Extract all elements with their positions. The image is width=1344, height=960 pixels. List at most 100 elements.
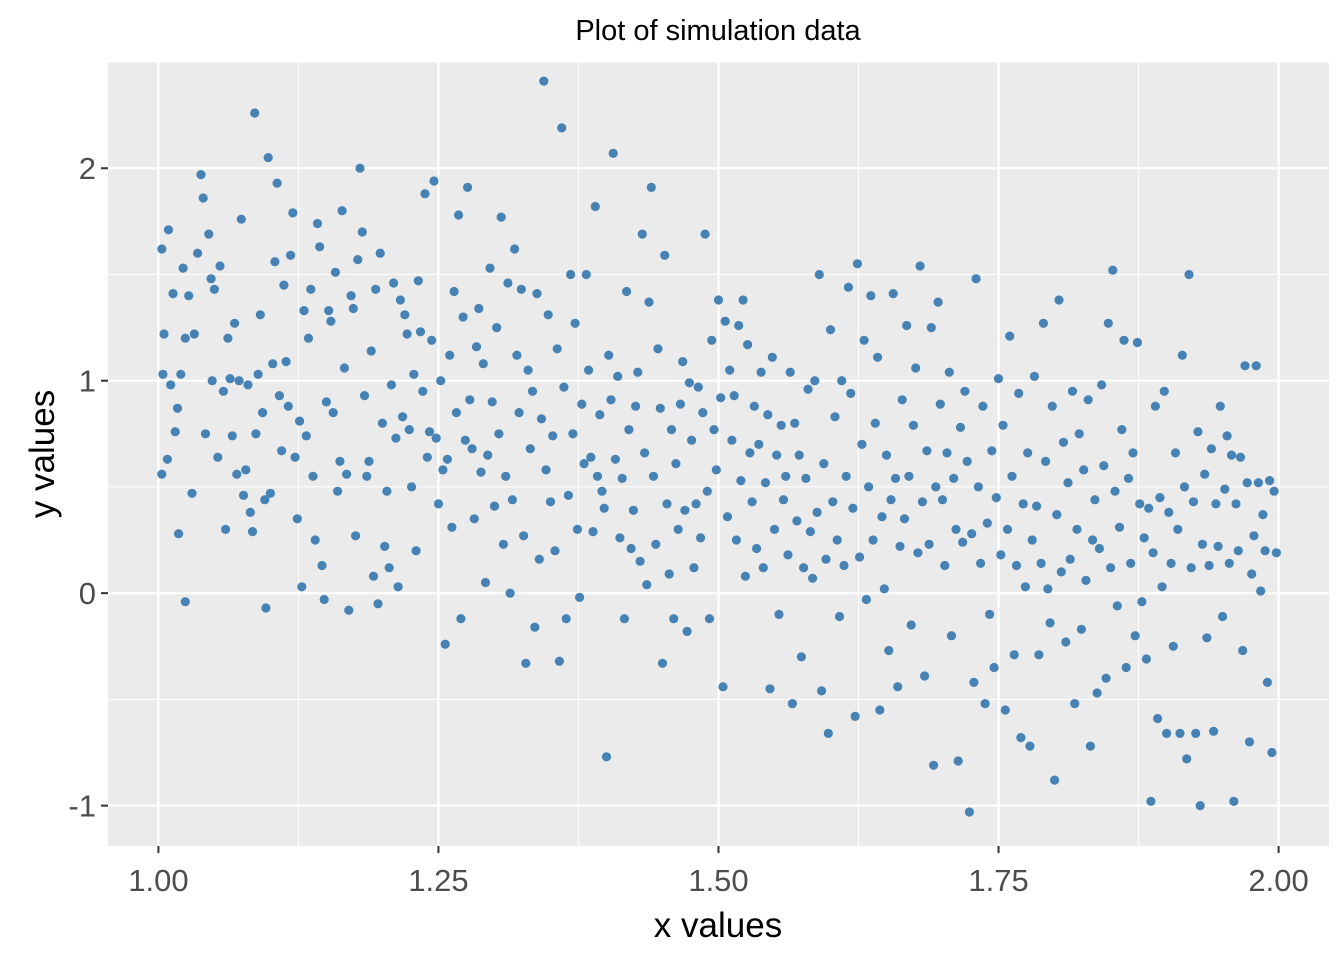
data-point [637,229,647,239]
data-point [552,344,562,354]
data-point [1016,733,1026,743]
data-point [897,395,907,405]
data-point [785,367,795,377]
data-point [485,263,495,273]
data-point [707,335,717,345]
data-point [1103,318,1113,328]
data-point [277,446,287,456]
data-point [359,391,370,401]
data-point [1061,637,1071,647]
data-points [157,76,1281,817]
data-point [550,546,560,556]
data-point [174,529,184,539]
data-point [1099,461,1109,471]
data-point [1018,499,1028,509]
data-point [642,580,652,590]
data-point [725,365,735,375]
data-point [1076,624,1086,634]
data-point [178,263,188,273]
data-point [931,482,941,492]
data-point [734,320,744,331]
data-point [794,450,804,460]
data-point [1258,509,1268,520]
data-point [769,524,780,535]
data-point [687,435,697,445]
data-point [890,473,901,483]
chart-title: Plot of simulation data [575,15,861,47]
data-point [180,333,190,343]
data-point [333,486,343,496]
data-point [1235,452,1246,462]
data-point [969,677,979,688]
data-point [915,261,925,271]
data-point [563,490,574,500]
data-point [626,543,636,554]
data-point [579,459,589,469]
data-point [1215,401,1225,411]
data-point [1188,497,1199,507]
data-point [534,554,544,564]
data-point [415,327,426,337]
data-point [1005,331,1015,341]
data-point [255,310,265,320]
data-point [317,560,327,571]
data-point [509,244,520,254]
data-point [447,522,457,532]
data-point [539,76,549,86]
data-point [386,380,396,390]
data-point [866,291,876,301]
data-point [781,471,791,481]
data-point [713,295,724,305]
data-point [987,446,997,456]
data-point [1269,486,1279,496]
data-point [575,592,585,603]
data-point [445,350,455,360]
data-point [568,429,578,439]
data-point [691,499,701,509]
data-point [413,276,423,286]
data-point [584,365,594,375]
data-point [588,527,598,537]
data-point [258,408,268,418]
data-point [476,467,486,477]
data-point [1240,361,1250,371]
x-tick-label: 1.50 [688,863,748,898]
data-point [1081,575,1091,586]
data-point [503,278,513,288]
data-point [1162,728,1172,739]
data-point [213,452,223,462]
data-point [215,261,225,271]
data-point [682,626,692,637]
data-point [1052,509,1062,520]
data-point [402,329,412,339]
data-point [749,401,759,411]
data-point [1222,431,1232,441]
data-point [1065,554,1075,564]
data-point [227,431,237,441]
x-axis-title: x values [654,906,782,945]
data-point [1242,478,1252,488]
data-point [559,382,569,392]
x-axis-ticks: 1.00 1.25 1.50 1.75 2.00 [128,846,1309,898]
data-point [660,250,670,260]
data-point [1121,662,1131,673]
data-point [848,503,858,513]
y-tick-label: -1 [68,789,96,824]
data-point [628,505,639,515]
data-point [253,369,263,379]
data-point [1083,395,1093,405]
data-point [368,571,379,581]
data-point [704,614,715,624]
data-point [597,486,607,496]
data-point [601,752,612,762]
data-point [727,435,737,445]
data-point [1000,705,1010,715]
data-point [159,329,169,339]
data-point [610,454,621,464]
data-point [463,182,473,192]
data-point [828,497,838,507]
data-point [436,376,446,386]
data-point [545,497,556,507]
data-point [530,622,540,632]
data-point [940,560,950,571]
